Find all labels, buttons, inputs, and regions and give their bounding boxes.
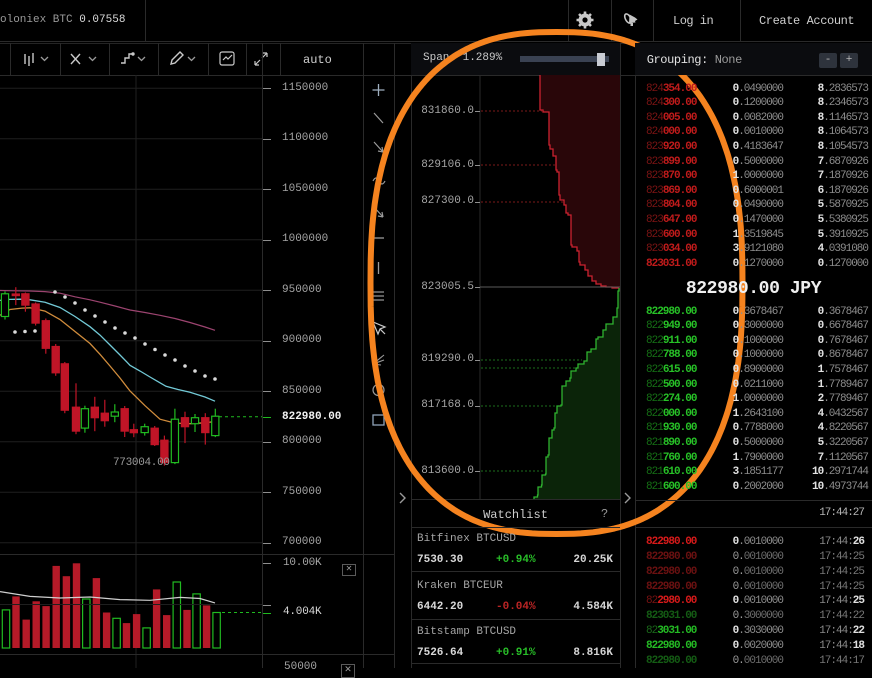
svg-text:auto: auto: [303, 53, 332, 67]
